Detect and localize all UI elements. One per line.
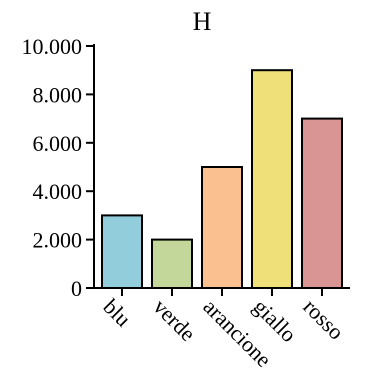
- y-tick-label: 2.000: [33, 228, 83, 253]
- x-tick-label: blu: [98, 294, 136, 332]
- y-tick-label: 8.000: [33, 82, 83, 107]
- x-tick-label: verde: [148, 294, 200, 346]
- bar-blu: [101, 214, 143, 289]
- bar-verde: [151, 238, 193, 290]
- y-tick-label: 10.000: [22, 34, 83, 59]
- bars-group: [101, 69, 343, 290]
- bar-arancione: [201, 166, 243, 289]
- bar-rosso: [301, 117, 343, 289]
- y-axis: 0 2.000 4.000 6.000 8.000 10.000: [22, 34, 95, 301]
- x-tick-label: rosso: [298, 294, 349, 345]
- y-tick-label: 4.000: [33, 179, 83, 204]
- y-tick-label: 6.000: [33, 131, 83, 156]
- bar-giallo: [251, 69, 293, 289]
- y-tick-label: 0: [71, 276, 82, 301]
- chart-title: H: [193, 7, 212, 36]
